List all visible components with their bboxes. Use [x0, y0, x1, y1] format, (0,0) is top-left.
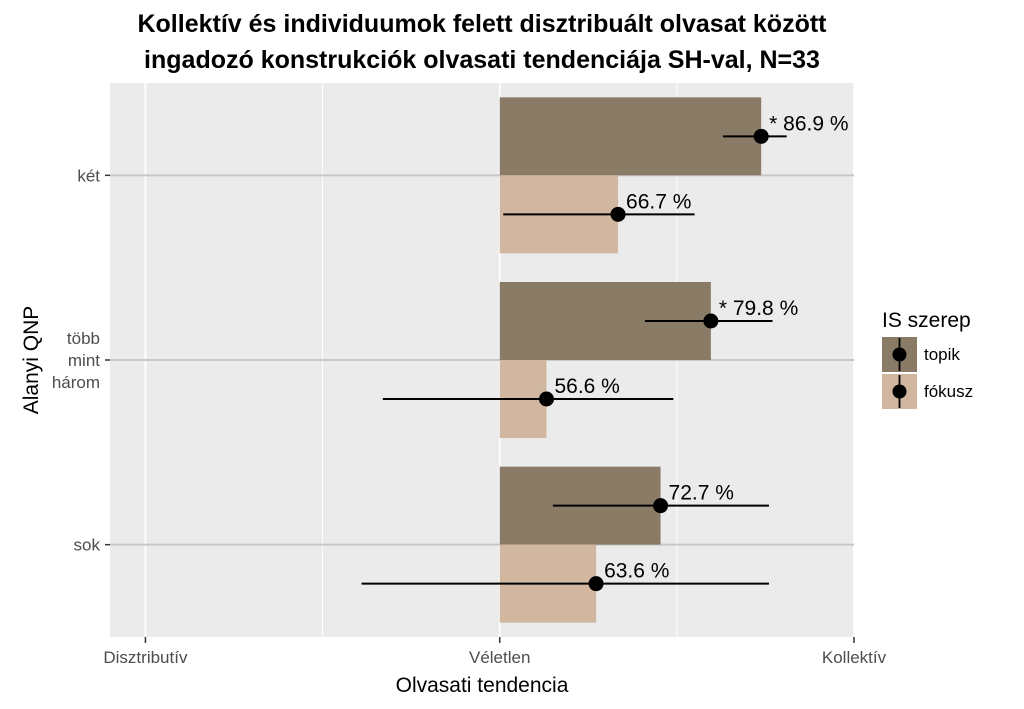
- data-label-ket-0: * 86.9 %: [769, 112, 848, 135]
- point-tobb_mint_harom-0: [703, 313, 719, 329]
- legend-title: IS szerep: [882, 309, 971, 332]
- point-ket-1: [610, 206, 626, 222]
- legend-point-0: [892, 347, 907, 362]
- point-ket-0: [753, 128, 769, 144]
- legend-label-0: topik: [924, 345, 960, 364]
- x-tick-label-0: Disztributív: [103, 648, 188, 667]
- point-tobb_mint_harom-1: [538, 391, 554, 407]
- legend-label-1: fókusz: [924, 382, 973, 401]
- y-tick-label-sok-0: sok: [74, 536, 101, 555]
- bar-ket-0: [499, 97, 762, 176]
- legend-point-1: [892, 384, 907, 399]
- error-bars: [361, 128, 787, 592]
- y-tick-label-tobb_mint_harom-1: mint: [68, 351, 100, 370]
- axes: két több mint három sok Disztributív Véletlen K…: [52, 166, 887, 667]
- data-label-tobb_mint_harom-1: 56.6 %: [554, 375, 619, 398]
- y-tick-label-tobb_mint_harom-0: több: [67, 329, 100, 348]
- y-tick-label-tobb_mint_harom-2: három: [52, 373, 100, 392]
- x-tick-label-1: Véletlen: [469, 648, 530, 667]
- x-tick-label-2: Kollektív: [822, 648, 887, 667]
- chart-title-line-2: ingadozó konstrukciók olvasati tendenciá…: [144, 46, 820, 74]
- y-axis-title: Alanyi QNP: [20, 306, 43, 415]
- data-label-tobb_mint_harom-0: * 79.8 %: [719, 297, 798, 320]
- data-label-sok-0: 72.7 %: [669, 482, 734, 505]
- y-tick-label-ket-0: két: [77, 166, 100, 185]
- data-label-ket-1: 66.7 %: [626, 190, 691, 213]
- data-label-sok-1: 63.6 %: [604, 560, 669, 583]
- point-sok-1: [588, 576, 604, 592]
- legend: IS szerep topik fókusz: [882, 309, 973, 409]
- point-sok-0: [653, 498, 669, 514]
- data-labels: * 86.9 % 66.7 % * 79.8 % 56.6 % 72.7 % 63.6 %: [554, 112, 848, 582]
- legend-keys: topik fókusz: [882, 337, 973, 409]
- x-axis-title: Olvasati tendencia: [396, 674, 569, 697]
- chart-title-line-1: Kollektív és individuumok felett disztri…: [137, 10, 827, 38]
